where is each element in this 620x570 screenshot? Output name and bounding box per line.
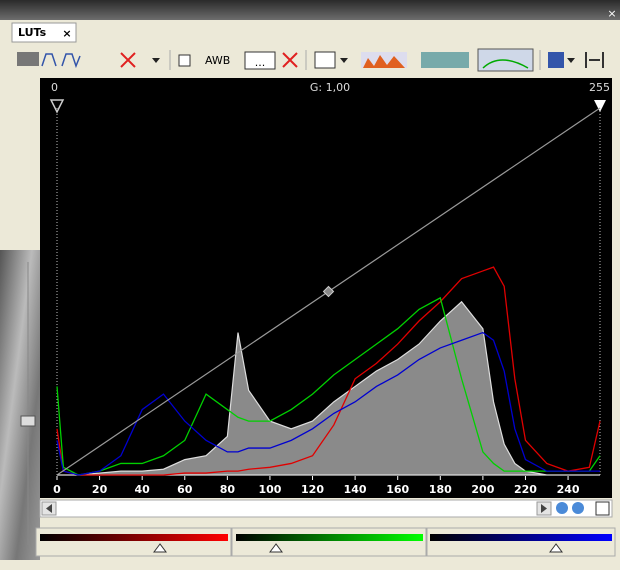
save-icon[interactable] xyxy=(548,52,564,68)
awb-checkbox[interactable] xyxy=(179,55,190,66)
zoom-fit[interactable] xyxy=(596,502,609,515)
red-gradient xyxy=(40,534,228,541)
title-bar xyxy=(0,0,620,20)
layers-icon[interactable] xyxy=(421,52,469,68)
white-point-label: 255 xyxy=(589,81,610,94)
gray-ramp-icon[interactable] xyxy=(17,52,39,66)
tab-label[interactable]: LUTs xyxy=(18,26,47,39)
x-tick-label: 60 xyxy=(177,483,193,496)
green-gradient xyxy=(236,534,423,541)
zoom-out[interactable] xyxy=(556,502,568,514)
background-image xyxy=(0,250,40,560)
page: {"window": {"close": "×"}, "tab": {"labe… xyxy=(0,0,620,570)
window-close[interactable]: × xyxy=(607,7,616,20)
lut-window: × LUTs × AWB ... 0 20 40 60 80 100 120 140 160 18… xyxy=(0,0,620,570)
tab-close[interactable]: × xyxy=(62,27,71,40)
x-tick-label: 40 xyxy=(135,483,151,496)
blue-gradient xyxy=(430,534,612,541)
x-tick-label: 80 xyxy=(220,483,236,496)
x-tick-label: 180 xyxy=(429,483,452,496)
slider-thumb[interactable] xyxy=(21,416,35,426)
scrollbar[interactable] xyxy=(40,500,612,517)
channel-bars xyxy=(36,528,615,556)
curve-mode-icon[interactable] xyxy=(315,52,335,68)
x-tick-label: 140 xyxy=(344,483,367,496)
zoom-in[interactable] xyxy=(572,502,584,514)
green-channel-panel xyxy=(232,528,426,556)
blue-channel-panel xyxy=(427,528,615,556)
black-point-label: 0 xyxy=(51,81,58,94)
gamma-label: G: 1,00 xyxy=(310,81,350,94)
x-tick-label: 120 xyxy=(301,483,324,496)
x-tick-label: 20 xyxy=(92,483,108,496)
x-tick-label: 240 xyxy=(557,483,580,496)
x-tick-label: 0 xyxy=(53,483,61,496)
x-tick-label: 100 xyxy=(258,483,281,496)
awb-button-label[interactable]: ... xyxy=(255,56,266,69)
red-channel-panel xyxy=(36,528,231,556)
x-tick-label: 220 xyxy=(514,483,537,496)
x-tick-label: 160 xyxy=(386,483,409,496)
awb-label: AWB xyxy=(205,54,230,67)
x-tick-label: 200 xyxy=(471,483,494,496)
